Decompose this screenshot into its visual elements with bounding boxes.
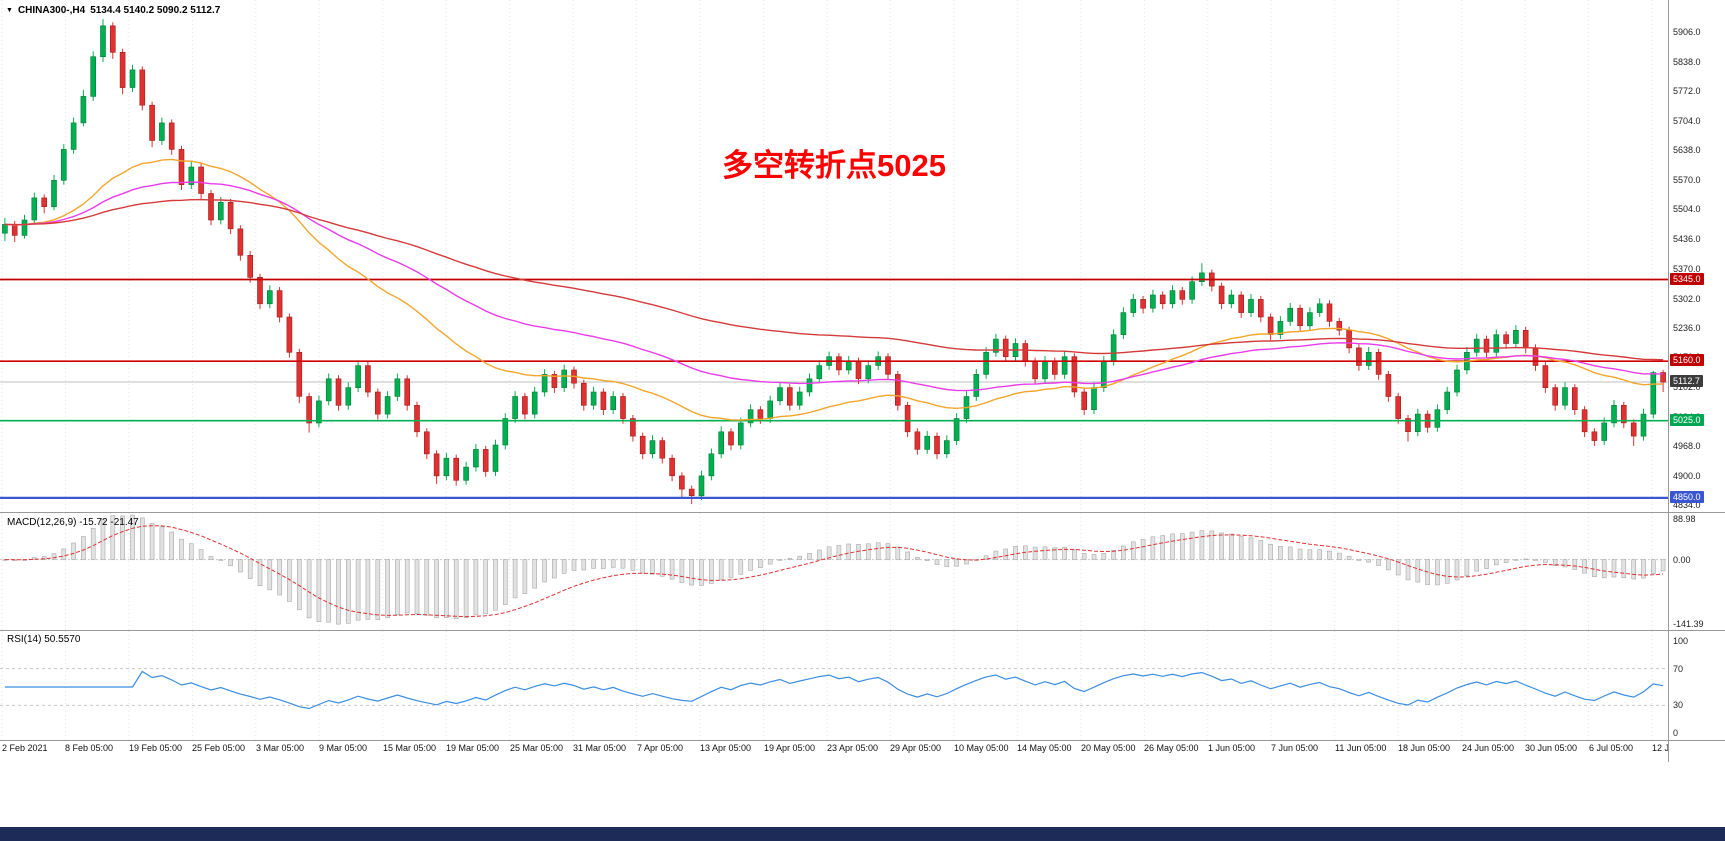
- quote-bar: ▼ CHINA300-,H4 5134.4 5140.2 5090.2 5112…: [6, 5, 220, 16]
- time-label: 7 Jun 05:00: [1271, 743, 1319, 753]
- rsi-indicator-pane[interactable]: [0, 631, 1668, 740]
- macd-indicator-pane[interactable]: [0, 513, 1668, 630]
- time-label: 25 Mar 05:00: [510, 743, 564, 753]
- price-tick-label: 5772.0: [1673, 86, 1701, 96]
- panel-separator[interactable]: [0, 512, 1725, 513]
- panel-separator: [0, 740, 1725, 741]
- time-label: 3 Mar 05:00: [256, 743, 305, 753]
- time-label: 14 May 05:00: [1017, 743, 1072, 753]
- time-label: 19 Apr 05:00: [764, 743, 816, 753]
- price-tick-label: 5906.0: [1673, 27, 1701, 37]
- ohlc-values: 5134.4 5140.2 5090.2 5112.7: [90, 5, 221, 16]
- price-level-badge: 4850.0: [1670, 491, 1704, 503]
- time-label: 10 May 05:00: [954, 743, 1009, 753]
- price-tick-label: 4968.0: [1673, 441, 1701, 451]
- macd-axis-label: 0.00: [1673, 555, 1691, 565]
- price-tick-label: 4834.0: [1673, 500, 1701, 510]
- price-tick-label: 5704.0: [1673, 116, 1701, 126]
- time-label: 7 Apr 05:00: [637, 743, 684, 753]
- symbol-label: CHINA300-,H4: [17, 5, 86, 16]
- price-level-badge: 5160.0: [1670, 354, 1704, 366]
- price-level-badge: 5345.0: [1670, 273, 1704, 285]
- time-label: 2 Feb 2021: [2, 743, 48, 753]
- time-label: 20 May 05:00: [1081, 743, 1136, 753]
- symbol-dropdown-icon[interactable]: ▼: [6, 6, 13, 14]
- price-tick-label: 5570.0: [1673, 175, 1701, 185]
- macd-axis-label: 88.98: [1673, 514, 1696, 524]
- price-tick-label: 4900.0: [1673, 471, 1701, 481]
- price-tick-label: 5838.0: [1673, 57, 1701, 67]
- macd-axis-label: -141.39: [1673, 619, 1704, 629]
- rsi-label: RSI(14) 50.5570: [7, 634, 81, 645]
- time-label: 15 Mar 05:00: [383, 743, 437, 753]
- time-label: 26 May 05:00: [1144, 743, 1199, 753]
- price-tick-label: 5504.0: [1673, 204, 1701, 214]
- current-price-badge: 5112.7: [1670, 375, 1703, 387]
- time-label: 13 Apr 05:00: [700, 743, 752, 753]
- price-tick-label: 5236.0: [1673, 323, 1701, 333]
- time-label: 6 Jul 05:00: [1589, 743, 1634, 753]
- time-label: 11 Jun 05:00: [1335, 743, 1387, 753]
- price-level-badge: 5025.0: [1670, 414, 1704, 426]
- price-axis[interactable]: 5906.0 5838.0 5772.0 5704.0 5638.0 5570.0 5504…: [1669, 0, 1725, 762]
- rsi-axis-label: 100: [1673, 636, 1689, 646]
- price-tick-label: 5436.0: [1673, 234, 1701, 244]
- taskbar-strip: [0, 827, 1725, 841]
- price-tick-label: 5302.0: [1673, 294, 1701, 304]
- time-label: 25 Feb 05:00: [192, 743, 246, 753]
- price-tick-label: 5370.0: [1673, 264, 1701, 274]
- time-label: 19 Feb 05:00: [129, 743, 183, 753]
- time-label: 29 Apr 05:00: [890, 743, 942, 753]
- time-label: 18 Jun 05:00: [1398, 743, 1451, 753]
- time-label: 30 Jun 05:00: [1525, 743, 1578, 753]
- rsi-axis-label: 0: [1673, 728, 1679, 738]
- time-label: 31 Mar 05:00: [573, 743, 627, 753]
- time-axis[interactable]: 2 Feb 2021 8 Feb 05:00 19 Feb 05:00 25 Feb …: [0, 743, 1701, 761]
- price-tick-label: 5638.0: [1673, 145, 1701, 155]
- time-label: 9 Mar 05:00: [319, 743, 368, 753]
- macd-label: MACD(12,26,9) -15.72 -21.47: [7, 517, 139, 528]
- time-label: 1 Jun 05:00: [1208, 743, 1256, 753]
- price-tick-label: 5102.0: [1673, 382, 1701, 392]
- annotation-text: 多空转折点5025: [722, 148, 946, 183]
- time-label: 19 Mar 05:00: [446, 743, 500, 753]
- price-axis-border: [1668, 0, 1669, 762]
- time-label: 24 Jun 05:00: [1462, 743, 1515, 753]
- rsi-axis-label: 30: [1673, 700, 1684, 710]
- panel-separator[interactable]: [0, 630, 1725, 631]
- price-chart-pane[interactable]: [0, 0, 1668, 512]
- rsi-axis-label: 70: [1673, 664, 1684, 674]
- time-label: 8 Feb 05:00: [65, 743, 114, 753]
- time-label: 23 Apr 05:00: [827, 743, 879, 753]
